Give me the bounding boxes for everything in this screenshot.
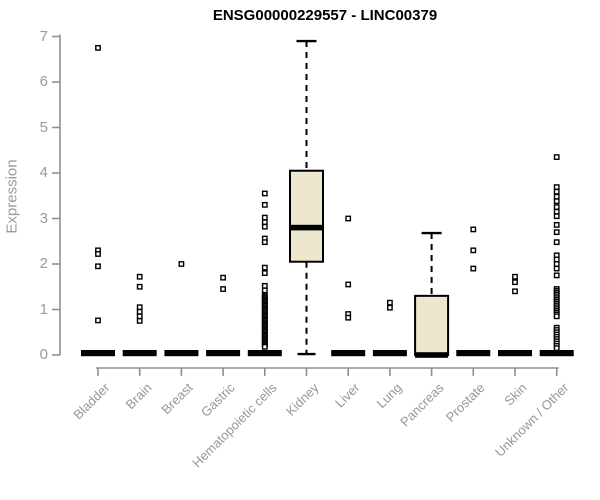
median-line-pancreas bbox=[415, 352, 449, 358]
zero-box-prostate bbox=[456, 350, 491, 357]
y-tick-label-4: 4 bbox=[39, 164, 48, 181]
outlier-point-unknown-other bbox=[553, 184, 560, 191]
box-kidney bbox=[289, 169, 324, 263]
y-tick-label-1: 1 bbox=[39, 300, 48, 318]
y-tick-label-5: 5 bbox=[39, 118, 48, 136]
outlier-point-unknown-other bbox=[553, 261, 560, 267]
outlier-point-bladder bbox=[95, 317, 101, 324]
zero-box-hematopoietic-cells bbox=[247, 350, 282, 357]
outlier-point-unknown-other bbox=[553, 204, 560, 211]
outlier-point-unknown-other bbox=[553, 221, 560, 228]
y-tick-label-7: 7 bbox=[39, 27, 48, 45]
outlier-point-liver bbox=[345, 215, 352, 222]
zero-box-brain bbox=[122, 350, 157, 357]
outlier-point-liver bbox=[345, 281, 352, 288]
zero-box-skin bbox=[498, 350, 532, 357]
zero-box-liver bbox=[331, 350, 366, 357]
outlier-point-brain bbox=[136, 308, 143, 315]
outlier-point-gastric bbox=[220, 274, 226, 281]
outlier-point-hematopoietic-cells bbox=[261, 264, 268, 271]
outlier-point-hematopoietic-cells bbox=[261, 201, 268, 208]
outlier-point-unknown-other bbox=[553, 213, 560, 220]
y-tick-label-3: 3 bbox=[39, 209, 48, 227]
outlier-point-brain bbox=[136, 313, 143, 320]
zero-box-gastric bbox=[206, 350, 241, 357]
outlier-point-hematopoietic-cells bbox=[261, 239, 268, 246]
outlier-point-lung bbox=[387, 299, 393, 306]
outlier-point-prostate bbox=[470, 247, 477, 254]
zero-box-unknown-other bbox=[539, 350, 574, 357]
outlier-point-brain bbox=[136, 283, 143, 290]
outlier-point-prostate bbox=[470, 226, 477, 233]
outlier-point-unknown-other bbox=[553, 313, 560, 320]
outlier-point-bladder bbox=[95, 263, 101, 270]
outlier-point-hematopoietic-cells bbox=[261, 223, 268, 230]
outlier-point-hematopoietic-cells bbox=[261, 214, 268, 221]
zero-box-bladder bbox=[81, 350, 115, 357]
outlier-point-hematopoietic-cells bbox=[261, 219, 268, 226]
outlier-point-brain bbox=[136, 317, 143, 324]
y-tick-label-0: 0 bbox=[39, 346, 48, 363]
outlier-point-unknown-other bbox=[553, 198, 560, 205]
outlier-point-unknown-other bbox=[553, 272, 560, 279]
outlier-point-lung bbox=[387, 304, 393, 311]
zero-box-lung bbox=[372, 350, 407, 357]
outlier-point-hematopoietic-cells bbox=[261, 287, 268, 294]
outlier-point-skin bbox=[512, 273, 518, 280]
outlier-point-unknown-other bbox=[553, 193, 560, 200]
outlier-point-unknown-other bbox=[553, 188, 560, 195]
outlier-point-gastric bbox=[220, 286, 226, 292]
outlier-point-skin bbox=[512, 288, 518, 295]
median-line-kidney bbox=[290, 224, 323, 231]
outlier-point-unknown-other bbox=[553, 208, 560, 215]
outlier-point-brain bbox=[136, 273, 143, 280]
outlier-point-hematopoietic-cells bbox=[261, 270, 268, 276]
y-tick-label-6: 6 bbox=[39, 73, 48, 90]
zero-box-breast bbox=[164, 350, 199, 357]
outlier-point-unknown-other bbox=[553, 265, 560, 272]
outlier-point-bladder bbox=[95, 251, 101, 257]
outlier-point-liver bbox=[345, 314, 352, 321]
outlier-point-bladder bbox=[95, 44, 101, 51]
chart-title: ENSG00000229557 - LINC00379 bbox=[212, 7, 438, 24]
outlier-point-unknown-other bbox=[553, 229, 560, 236]
outlier-point-hematopoietic-cells bbox=[261, 343, 268, 350]
box-pancreas bbox=[414, 294, 450, 357]
outlier-point-unknown-other bbox=[553, 256, 560, 263]
outlier-point-brain bbox=[136, 304, 143, 311]
y-tick-label-2: 2 bbox=[39, 255, 48, 272]
outlier-point-unknown-other bbox=[553, 154, 560, 160]
outlier-point-skin bbox=[512, 279, 518, 286]
outlier-point-hematopoietic-cells bbox=[261, 190, 268, 197]
outlier-point-unknown-other bbox=[553, 345, 560, 352]
outlier-point-breast bbox=[178, 261, 185, 267]
outlier-point-hematopoietic-cells bbox=[261, 282, 268, 289]
outlier-point-unknown-other bbox=[553, 239, 560, 246]
outlier-point-prostate bbox=[470, 265, 477, 272]
